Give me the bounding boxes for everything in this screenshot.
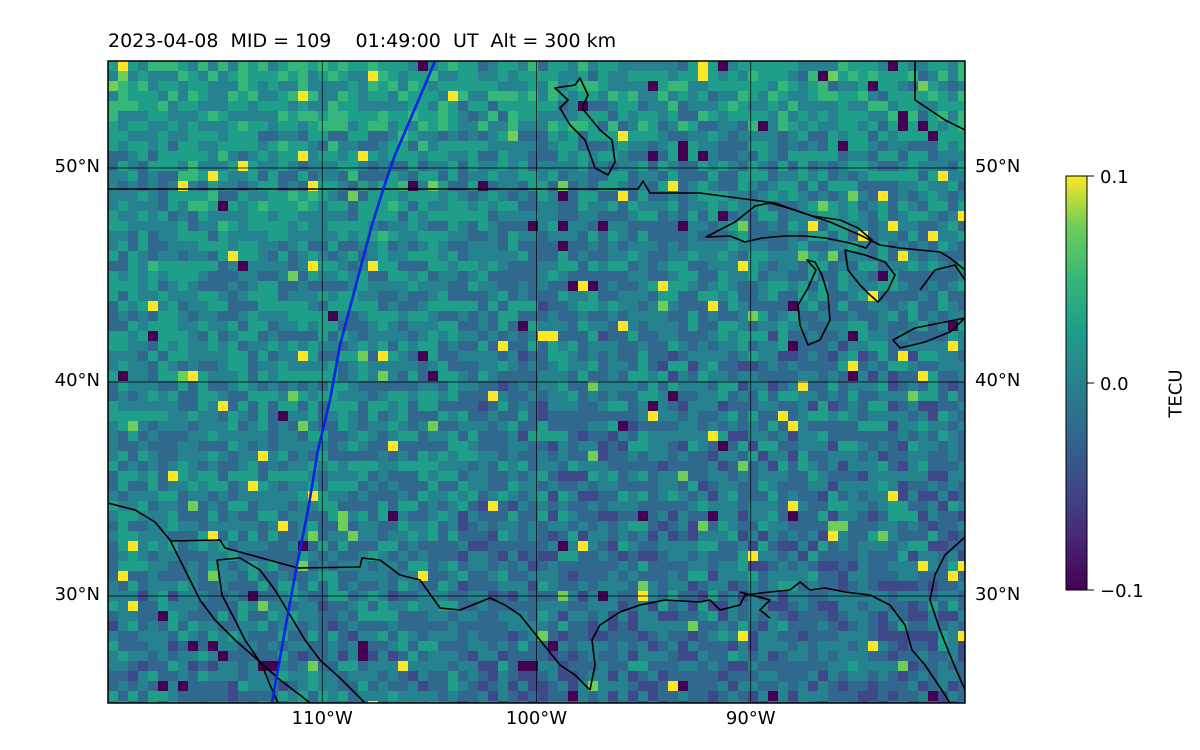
lat-label-right: 50°N <box>975 156 1021 177</box>
satellite-track <box>270 61 437 703</box>
map-gridlines <box>108 61 965 703</box>
map-frame <box>107 60 966 704</box>
colorbar-tick-label: −0.1 <box>1100 581 1144 602</box>
lat-label-right: 30°N <box>975 584 1021 605</box>
lat-label-left: 30°N <box>54 584 100 605</box>
lon-label: 90°W <box>725 708 776 729</box>
colorbar-tick-label: 0.0 <box>1100 374 1129 395</box>
lat-label-right: 40°N <box>975 370 1021 391</box>
colorbar-tick-label: 0.1 <box>1100 167 1129 188</box>
lat-label-left: 50°N <box>54 156 100 177</box>
colorbar-ticks: 0.1 0.0 −0.1 <box>1087 167 1144 602</box>
colorbar <box>1065 175 1088 591</box>
lat-label-left: 40°N <box>54 370 100 391</box>
colorbar-label: TECU <box>1165 369 1187 418</box>
lon-label: 110°W <box>291 708 353 729</box>
tec-pixel-field <box>108 61 965 703</box>
coastlines <box>108 61 965 703</box>
map-title: 2023-04-08 MID = 109 01:49:00 UT Alt = 3… <box>108 30 617 52</box>
lon-label: 100°W <box>505 708 568 729</box>
